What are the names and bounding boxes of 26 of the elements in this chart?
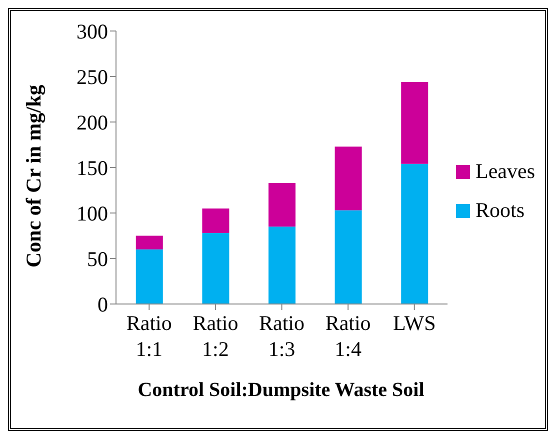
legend-label: Leaves (476, 159, 535, 184)
legend-label: Roots (476, 198, 525, 223)
bar (136, 236, 163, 250)
x-tick-label: Ratio 1:1 (126, 311, 172, 361)
y-tick-label: 100 (76, 201, 108, 226)
y-tick-label: 300 (76, 19, 108, 44)
y-tick-label: 50 (87, 246, 108, 271)
bar (268, 182, 296, 227)
x-tick-label: Ratio 1:3 (259, 311, 305, 361)
bar (401, 164, 428, 304)
y-axis-title: Conc of Cr in mg/kg (21, 84, 46, 268)
y-tick-label: 250 (76, 64, 108, 89)
x-tick-label: Ratio 1:4 (325, 311, 371, 361)
y-tick-label: 150 (76, 156, 108, 180)
bar (268, 226, 296, 304)
x-axis-title: Control Soil:Dumpsite Waste Soil (136, 379, 426, 402)
x-tick-label: LWS (392, 311, 436, 335)
bar (202, 208, 230, 234)
bar (334, 210, 362, 304)
bar (401, 82, 428, 164)
bar (202, 233, 230, 304)
x-tick-label: Ratio 1:2 (192, 311, 238, 361)
bar (136, 249, 163, 304)
y-tick-label: 0 (98, 292, 108, 316)
y-tick-label: 200 (76, 110, 108, 134)
bar (334, 146, 362, 210)
